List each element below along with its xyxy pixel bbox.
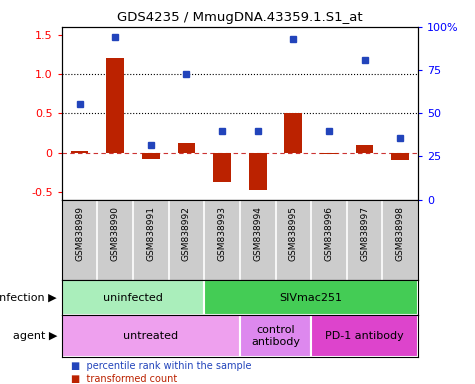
- Bar: [71, 151, 88, 152]
- Text: GSM838991: GSM838991: [146, 206, 155, 261]
- Bar: [311, 315, 418, 357]
- Text: GSM838998: GSM838998: [396, 206, 405, 261]
- Bar: [178, 143, 195, 152]
- Bar: [62, 315, 240, 357]
- Text: GSM838996: GSM838996: [324, 206, 333, 261]
- Text: GSM838989: GSM838989: [75, 206, 84, 261]
- Bar: [240, 315, 311, 357]
- Text: untreated: untreated: [123, 331, 179, 341]
- Bar: [391, 152, 409, 161]
- Text: GSM838995: GSM838995: [289, 206, 298, 261]
- Text: uninfected: uninfected: [103, 293, 163, 303]
- Text: control
antibody: control antibody: [251, 325, 300, 347]
- Text: GSM838997: GSM838997: [360, 206, 369, 261]
- Text: infection ▶: infection ▶: [0, 293, 57, 303]
- Text: SIVmac251: SIVmac251: [280, 293, 342, 303]
- Text: ■  percentile rank within the sample: ■ percentile rank within the sample: [71, 361, 252, 371]
- Bar: [249, 152, 266, 190]
- Text: ■  transformed count: ■ transformed count: [71, 374, 178, 384]
- Text: PD-1 antibody: PD-1 antibody: [325, 331, 404, 341]
- Text: agent ▶: agent ▶: [13, 331, 57, 341]
- Title: GDS4235 / MmugDNA.43359.1.S1_at: GDS4235 / MmugDNA.43359.1.S1_at: [117, 11, 363, 24]
- Bar: [285, 113, 302, 152]
- Text: GSM838992: GSM838992: [182, 206, 191, 261]
- Text: GSM838994: GSM838994: [253, 206, 262, 261]
- Bar: [356, 145, 373, 152]
- Bar: [62, 280, 204, 315]
- Text: GSM838993: GSM838993: [218, 206, 227, 261]
- Bar: [204, 280, 418, 315]
- Bar: [213, 152, 231, 182]
- Bar: [142, 152, 160, 159]
- Bar: [320, 152, 338, 154]
- Text: GSM838990: GSM838990: [111, 206, 120, 261]
- Bar: [106, 58, 124, 152]
